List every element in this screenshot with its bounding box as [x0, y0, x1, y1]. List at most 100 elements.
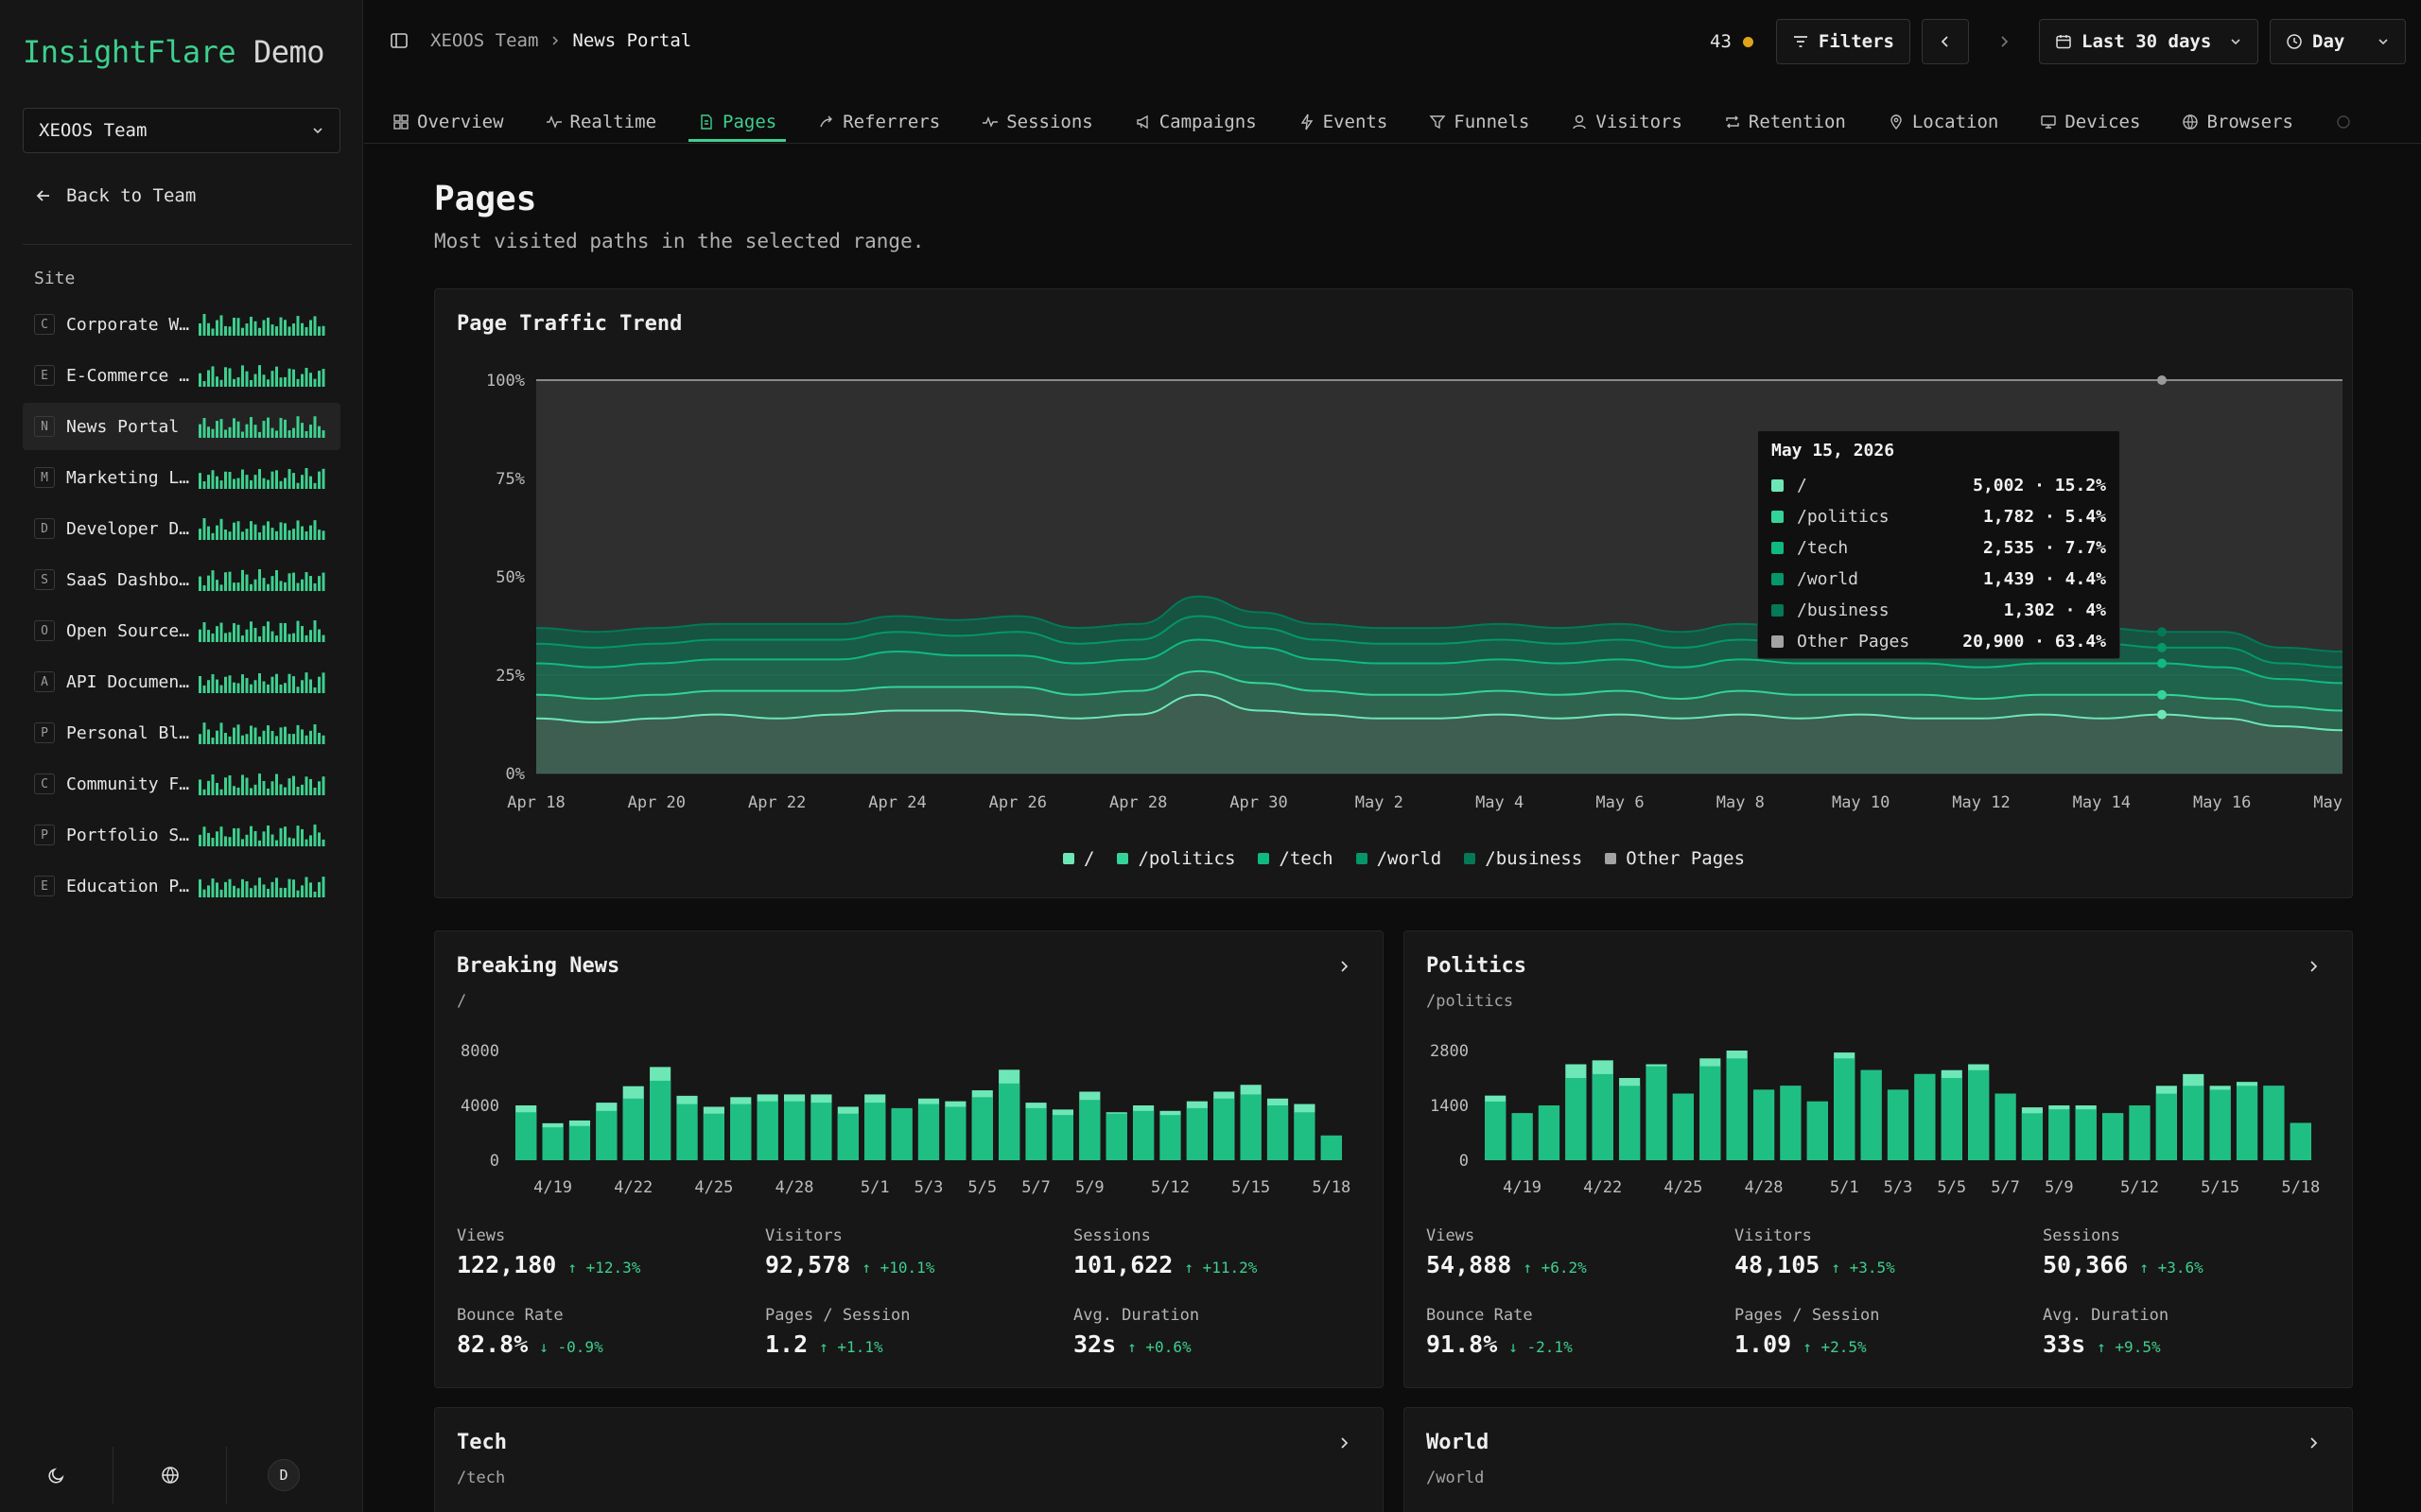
- page-card-breaking-news[interactable]: Breaking News / 0 4000 8000 4/19 4/22 4/25 4/2…: [434, 930, 1384, 1388]
- site-item[interactable]: N News Portal: [23, 403, 340, 450]
- bar-visitors[interactable]: [757, 1101, 778, 1160]
- bar-visitors[interactable]: [1159, 1115, 1181, 1160]
- tab-events[interactable]: Events: [1295, 95, 1398, 142]
- bar-visitors[interactable]: [1186, 1107, 1208, 1160]
- tab-sessions[interactable]: Sessions: [978, 95, 1103, 142]
- bar-visitors[interactable]: [1511, 1113, 1533, 1160]
- tab-more[interactable]: [2331, 95, 2361, 142]
- bar-visitors[interactable]: [515, 1112, 537, 1160]
- interval-select[interactable]: Day: [2270, 19, 2406, 64]
- site-item[interactable]: M Marketing L…: [23, 454, 340, 501]
- bar-visitors[interactable]: [999, 1083, 1020, 1160]
- theme-toggle-button[interactable]: [0, 1447, 113, 1503]
- tab-realtime[interactable]: Realtime: [542, 95, 667, 142]
- site-item[interactable]: P Personal Bl…: [23, 709, 340, 756]
- previous-range-button[interactable]: [1922, 19, 1969, 64]
- site-item[interactable]: E Education P…: [23, 862, 340, 910]
- breadcrumb-team[interactable]: XEOOS Team: [430, 30, 539, 51]
- bar-visitors[interactable]: [1133, 1110, 1155, 1160]
- bar-visitors[interactable]: [1052, 1115, 1074, 1160]
- bar-visitors[interactable]: [1106, 1113, 1127, 1160]
- tab-referrers[interactable]: Referrers: [814, 95, 949, 142]
- bar-visitors[interactable]: [1806, 1101, 1828, 1160]
- bar-visitors[interactable]: [1994, 1093, 2016, 1160]
- bar-visitors[interactable]: [1914, 1073, 1936, 1160]
- team-select[interactable]: XEOOS Team: [23, 108, 340, 153]
- date-range-select[interactable]: Last 30 days: [2039, 19, 2258, 64]
- bar-visitors[interactable]: [542, 1127, 564, 1160]
- bar-visitors[interactable]: [1780, 1086, 1802, 1160]
- bar-visitors[interactable]: [1079, 1100, 1101, 1160]
- legend-item[interactable]: /world: [1355, 848, 1441, 869]
- bar-visitors[interactable]: [1619, 1086, 1641, 1160]
- tab-visitors[interactable]: Visitors: [1567, 95, 1692, 142]
- bar-visitors[interactable]: [1672, 1093, 1694, 1160]
- page-card-bar-chart[interactable]: 0 4000 8000 4/19 4/22 4/25 4/28 5/1 5/3 5/5 5/7 5/9…: [435, 931, 1383, 1215]
- legend-item[interactable]: /business: [1464, 848, 1582, 869]
- site-item[interactable]: A API Documen…: [23, 658, 340, 705]
- bar-visitors[interactable]: [1213, 1098, 1235, 1160]
- tab-retention[interactable]: Retention: [1720, 95, 1855, 142]
- page-card-bar-chart[interactable]: 0 1400 2800 4/19 4/22 4/25 4/28 5/1 5/3 5/5 5/7 5/9…: [1404, 931, 2352, 1215]
- area-series[interactable]: [536, 670, 2343, 731]
- bar-visitors[interactable]: [622, 1098, 644, 1160]
- bar-visitors[interactable]: [2236, 1086, 2258, 1160]
- bar-visitors[interactable]: [1485, 1101, 1507, 1160]
- area-series[interactable]: [536, 639, 2343, 711]
- site-item[interactable]: C Community F…: [23, 760, 340, 808]
- tab-pages[interactable]: Pages: [688, 95, 787, 142]
- page-card-politics[interactable]: Politics /politics 0 1400 2800 4/19 4/22 4/25…: [1403, 930, 2353, 1388]
- tab-campaigns[interactable]: Campaigns: [1131, 95, 1266, 142]
- chevron-right-icon[interactable]: [2307, 960, 2320, 973]
- legend-item[interactable]: /tech: [1258, 848, 1333, 869]
- bar-visitors[interactable]: [1834, 1058, 1855, 1160]
- bar-visitors[interactable]: [676, 1104, 698, 1160]
- bar-visitors[interactable]: [891, 1107, 913, 1160]
- account-button[interactable]: D: [227, 1447, 340, 1503]
- bar-visitors[interactable]: [1565, 1078, 1587, 1160]
- area-series[interactable]: [536, 616, 2343, 684]
- tab-browsers[interactable]: Browsers: [2178, 95, 2303, 142]
- bar-visitors[interactable]: [917, 1104, 940, 1160]
- bar-visitors[interactable]: [1592, 1073, 1613, 1160]
- back-to-team-link[interactable]: Back to Team: [34, 185, 196, 206]
- bar-visitors[interactable]: [1538, 1105, 1560, 1160]
- bar-visitors[interactable]: [703, 1113, 724, 1160]
- language-button[interactable]: [113, 1447, 227, 1503]
- area-series[interactable]: [536, 694, 2343, 773]
- site-item[interactable]: P Portfolio S…: [23, 811, 340, 859]
- bar-visitors[interactable]: [1968, 1069, 1990, 1160]
- bar-visitors[interactable]: [1025, 1107, 1047, 1160]
- site-item[interactable]: C Corporate W…: [23, 301, 340, 348]
- bar-visitors[interactable]: [1294, 1112, 1315, 1160]
- bar-visitors[interactable]: [1266, 1105, 1289, 1160]
- tab-funnels[interactable]: Funnels: [1425, 95, 1539, 142]
- bar-visitors[interactable]: [810, 1103, 832, 1160]
- brand-logo[interactable]: InsightFlare Demo: [23, 34, 325, 70]
- bar-visitors[interactable]: [2290, 1122, 2311, 1160]
- chevron-right-icon[interactable]: [2307, 1436, 2320, 1450]
- tab-devices[interactable]: Devices: [2036, 95, 2150, 142]
- bar-visitors[interactable]: [1320, 1135, 1342, 1160]
- bar-visitors[interactable]: [1941, 1078, 1962, 1160]
- site-item[interactable]: O Open Source…: [23, 607, 340, 654]
- bar-visitors[interactable]: [2075, 1109, 2097, 1160]
- legend-item[interactable]: Other Pages: [1605, 848, 1745, 869]
- site-item[interactable]: E E-Commerce …: [23, 352, 340, 399]
- bar-visitors[interactable]: [1887, 1089, 1909, 1160]
- site-item[interactable]: S SaaS Dashbo…: [23, 556, 340, 603]
- bar-visitors[interactable]: [596, 1110, 618, 1160]
- page-card-tech[interactable]: Tech /tech: [434, 1407, 1384, 1512]
- area-series[interactable]: [536, 596, 2343, 668]
- bar-visitors[interactable]: [1752, 1089, 1775, 1160]
- bar-visitors[interactable]: [2183, 1086, 2204, 1160]
- bar-visitors[interactable]: [2209, 1089, 2231, 1160]
- bar-visitors[interactable]: [730, 1104, 752, 1160]
- bar-visitors[interactable]: [945, 1106, 967, 1160]
- sidebar-toggle-button[interactable]: [389, 30, 409, 56]
- bar-visitors[interactable]: [783, 1101, 806, 1160]
- bar-visitors[interactable]: [2048, 1109, 2070, 1160]
- bar-visitors[interactable]: [1699, 1066, 1721, 1160]
- bar-visitors[interactable]: [2102, 1113, 2124, 1160]
- bar-visitors[interactable]: [2155, 1093, 2177, 1160]
